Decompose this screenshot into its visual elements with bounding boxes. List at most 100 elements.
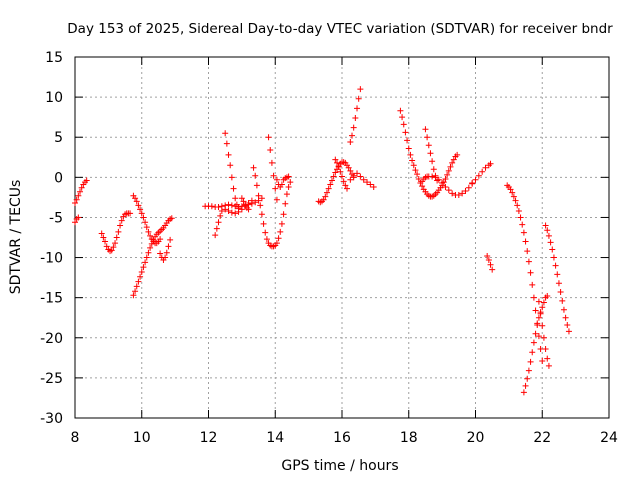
data-point (267, 147, 274, 154)
data-point (545, 232, 552, 239)
data-point (322, 193, 329, 200)
data-point (330, 173, 337, 180)
data-point (479, 168, 486, 175)
data-point (350, 172, 357, 179)
data-point (255, 192, 262, 199)
data-point (530, 339, 537, 346)
data-point (132, 195, 139, 202)
data-point (347, 139, 354, 146)
data-point (404, 137, 411, 144)
data-point (445, 167, 452, 174)
data-point (142, 219, 149, 226)
data-point (145, 228, 152, 235)
data-point (98, 230, 105, 237)
data-point (327, 181, 334, 188)
data-point (370, 183, 377, 190)
data-point (332, 169, 339, 176)
data-point (469, 179, 476, 186)
data-point (225, 151, 232, 158)
x-tick-label: 16 (333, 430, 351, 446)
x-tick-label: 20 (467, 430, 485, 446)
data-point (225, 201, 232, 208)
data-point (459, 190, 466, 197)
data-point (147, 232, 154, 239)
data-point (168, 215, 175, 222)
data-point (245, 206, 252, 213)
data-point (405, 145, 412, 152)
data-point (564, 321, 571, 328)
data-points (72, 86, 572, 396)
data-point (102, 238, 109, 245)
data-point (445, 187, 452, 194)
data-point (487, 160, 494, 167)
x-tick-label: 8 (71, 430, 80, 446)
data-point (258, 195, 265, 202)
y-tick-label: -15 (40, 291, 63, 307)
data-point (283, 191, 290, 198)
data-point (355, 95, 362, 102)
data-point (73, 196, 80, 203)
data-point (462, 187, 469, 194)
data-point (133, 283, 140, 290)
data-point (157, 250, 164, 257)
data-point (345, 164, 352, 171)
data-point (258, 211, 265, 218)
data-point (532, 330, 539, 337)
data-point (83, 177, 90, 184)
data-point (485, 256, 492, 263)
data-point (524, 248, 531, 255)
y-tick-label: 0 (54, 170, 63, 186)
data-point (454, 151, 461, 158)
data-point (228, 202, 235, 209)
data-point (248, 197, 255, 204)
data-point (273, 176, 280, 183)
data-point (447, 163, 454, 170)
data-point (429, 158, 436, 165)
data-point (537, 346, 544, 353)
data-point (135, 202, 142, 209)
data-point (72, 219, 78, 226)
data-point (143, 254, 150, 261)
data-point (424, 134, 431, 141)
data-point (449, 190, 456, 197)
data-point (542, 222, 549, 229)
data-point (399, 114, 406, 121)
data-point (530, 294, 537, 301)
data-point (364, 179, 371, 186)
data-point (439, 179, 446, 186)
data-point (163, 249, 170, 256)
data-point (335, 163, 342, 170)
data-point (137, 206, 144, 213)
data-point (285, 173, 292, 180)
data-point (222, 130, 229, 137)
data-point (238, 206, 245, 213)
data-point (487, 261, 494, 268)
data-point (147, 244, 154, 251)
data-point (357, 173, 364, 180)
data-point (539, 304, 546, 311)
data-point (352, 114, 359, 121)
data-point (278, 220, 285, 227)
data-point (540, 334, 547, 341)
data-point (565, 328, 572, 335)
data-point (222, 206, 229, 213)
data-point (100, 234, 107, 241)
data-point (138, 268, 145, 275)
data-point (232, 195, 239, 202)
x-tick-label: 24 (600, 430, 618, 446)
data-point (484, 252, 491, 259)
data-point (252, 199, 259, 206)
y-tick-label: 10 (45, 90, 63, 106)
data-point (520, 389, 527, 396)
data-point (400, 121, 407, 128)
data-point (72, 200, 78, 207)
x-tick-label: 14 (266, 430, 284, 446)
data-point (489, 266, 496, 273)
data-point (140, 264, 147, 271)
data-point (245, 200, 252, 207)
data-point (232, 210, 239, 217)
data-point (235, 205, 242, 212)
data-point (539, 358, 546, 365)
data-point (512, 197, 519, 204)
